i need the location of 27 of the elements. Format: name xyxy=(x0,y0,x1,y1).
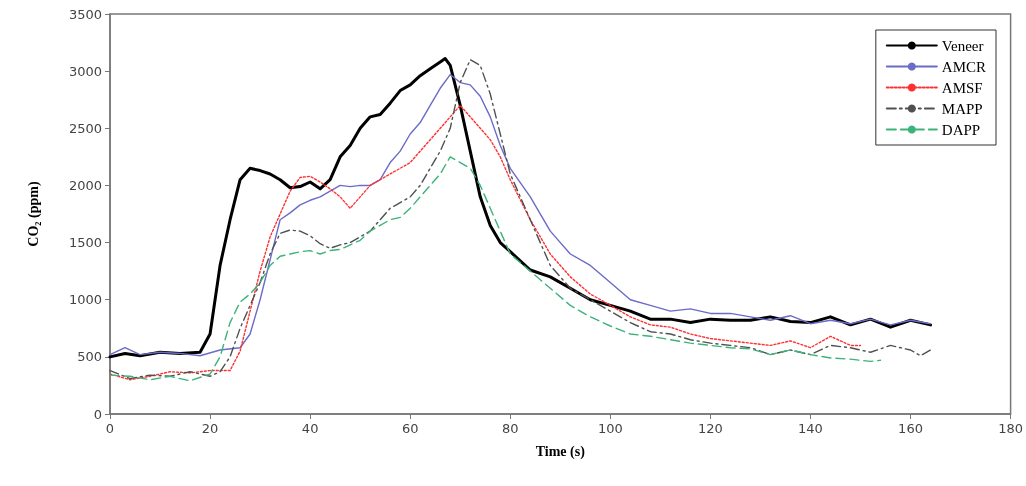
x-tick-label: 80 xyxy=(501,421,519,436)
x-tick-label: 40 xyxy=(301,421,319,436)
y-tick-label: 500 xyxy=(77,349,102,365)
x-tick-label: 20 xyxy=(201,421,219,436)
x-tick-label: 180 xyxy=(998,421,1024,436)
y-tick-label: 3500 xyxy=(68,6,102,22)
y-tick-label: 1000 xyxy=(68,292,102,308)
x-tick-label: 0 xyxy=(105,421,115,436)
legend-label: AMSF xyxy=(941,79,983,96)
x-tick-label: 160 xyxy=(898,421,923,436)
line-series xyxy=(109,156,882,382)
y-tick-label: 3000 xyxy=(68,63,102,79)
line-series xyxy=(109,104,862,381)
legend-label: AMCR xyxy=(941,58,987,75)
x-tick-label: 60 xyxy=(401,421,419,436)
y-tick-label: 1500 xyxy=(68,235,102,251)
legend-label: Veneer xyxy=(941,37,984,54)
x-axis-title: Time (s) xyxy=(535,443,586,460)
x-tick-label: 100 xyxy=(597,421,623,436)
y-axis-title: CO₂ (ppm) xyxy=(25,181,42,247)
y-tick-label: 0 xyxy=(93,406,102,422)
y-tick-label: 2000 xyxy=(68,177,102,193)
legend-label: MAPP xyxy=(941,100,983,117)
legend-label: DAPP xyxy=(941,121,981,138)
y-tick-label: 2500 xyxy=(68,120,102,136)
x-tick-label: 140 xyxy=(798,421,823,436)
x-tick-label: 120 xyxy=(697,421,723,436)
